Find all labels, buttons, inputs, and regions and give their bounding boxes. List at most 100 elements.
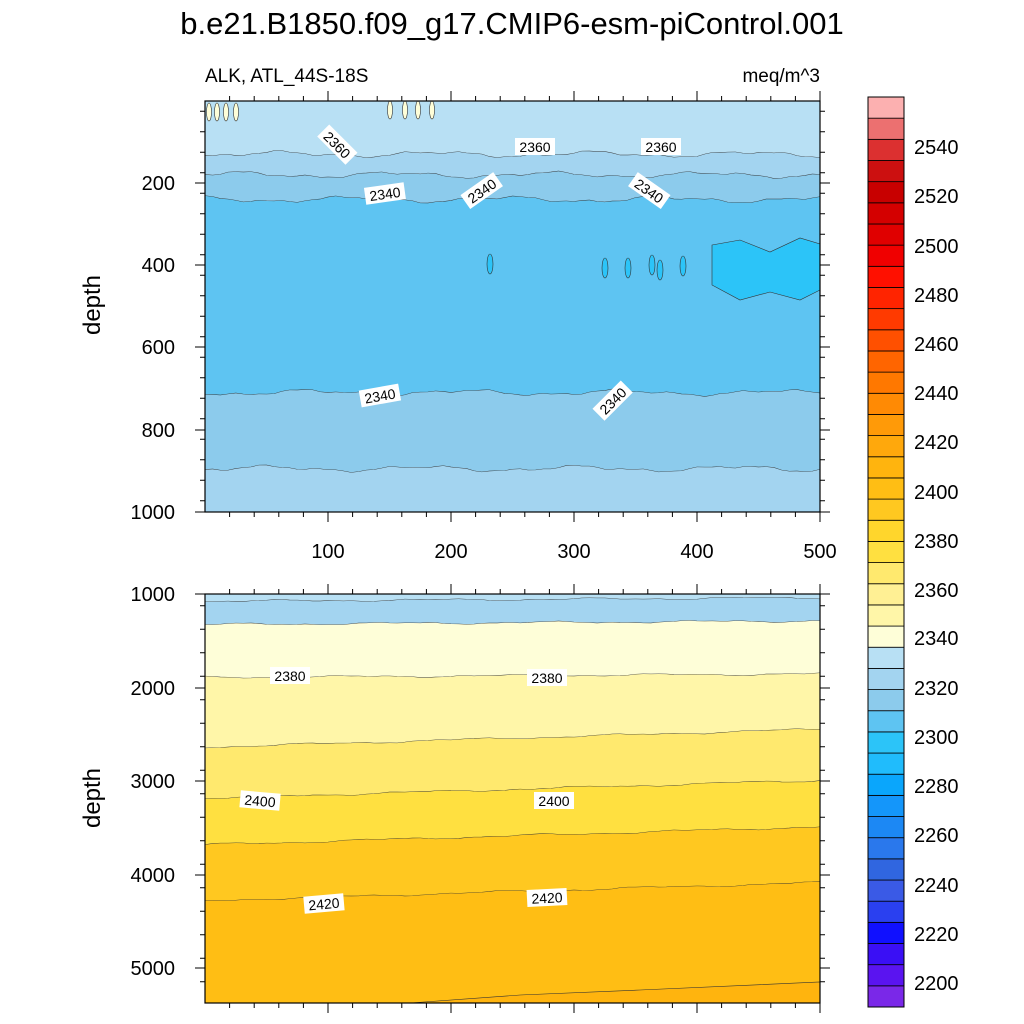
colorbar-tick-label: 2520 — [914, 186, 959, 208]
anomaly-patch — [214, 102, 220, 122]
colorbar-tick-label: 2380 — [914, 531, 959, 553]
contour-label-bg — [534, 792, 574, 809]
contour-band — [205, 389, 820, 473]
colorbar-tick-label: 2500 — [914, 236, 959, 258]
contour-label-text: 2360 — [645, 139, 676, 155]
anomaly-patch — [206, 102, 212, 122]
y-tick-label: 5000 — [131, 958, 176, 980]
colorbar-tick-label: 2420 — [914, 432, 959, 454]
contour-band — [205, 780, 820, 845]
contour-label-bg — [527, 669, 567, 686]
contour-label: 2340 — [592, 380, 633, 421]
contour-label-text: 2340 — [368, 184, 401, 204]
colorbar-swatch — [867, 689, 905, 712]
colorbar-swatch — [867, 794, 905, 817]
contour-label-bg — [460, 172, 503, 210]
anomaly-patch — [656, 259, 664, 281]
contour-label-text: 2380 — [531, 670, 562, 686]
contour-label-text: 2400 — [538, 793, 569, 809]
colorbar-swatch — [867, 985, 905, 1008]
colorbar-swatch — [867, 456, 905, 479]
colorbar-tick-label: 2280 — [914, 776, 959, 798]
anomaly-patch — [648, 254, 656, 276]
colorbar: 2200 2220 2240 2260 2280 2300 2320 2340 2360 2380… — [867, 96, 959, 1008]
x-tick-label: 300 — [557, 541, 590, 563]
colorbar-swatch — [867, 646, 905, 669]
contour-label: 2360 — [515, 138, 555, 155]
colorbar-swatch — [867, 308, 905, 331]
colorbar-swatch — [867, 710, 905, 733]
colorbar-swatch — [867, 837, 905, 860]
contour-label-bg — [526, 887, 568, 908]
colorbar-swatch — [867, 541, 905, 563]
colorbar-tick-label: 2440 — [914, 383, 959, 405]
contour-band — [205, 597, 820, 625]
colorbar-swatch — [867, 900, 905, 923]
contour-label-bg — [363, 182, 406, 205]
plot-frame — [204, 593, 821, 1004]
colorbar-swatch — [867, 202, 905, 225]
anomaly-patch — [429, 100, 435, 120]
y-axis-label: depth — [79, 275, 106, 335]
upper-panel: 100 200 300 400 500 200 400 600 800 1000 depth 2360… — [79, 91, 837, 563]
contour-label-text: 2420 — [308, 895, 341, 914]
colorbar-swatch — [867, 752, 905, 775]
colorbar-tick-label: 2320 — [914, 678, 959, 700]
colorbar-swatch — [867, 244, 905, 267]
contour-band — [205, 594, 820, 602]
contour-label: 2380 — [527, 669, 567, 686]
colorbar-swatch — [867, 498, 905, 521]
y-tick-label: 4000 — [131, 865, 176, 887]
contour-label-bg — [303, 893, 345, 914]
colorbar-swatch — [867, 604, 905, 627]
contour-band — [205, 150, 820, 179]
colorbar-swatch — [867, 773, 905, 796]
contour-label: 2420 — [526, 887, 568, 908]
anomaly-patch — [387, 100, 393, 120]
colorbar-tick-label: 2260 — [914, 825, 959, 847]
x-tick-label: 400 — [680, 541, 713, 563]
contour-band — [205, 101, 820, 158]
anomaly-patch — [601, 257, 609, 279]
contour-label: 2400 — [534, 792, 574, 809]
contour-label-text: 2420 — [531, 889, 563, 907]
x-tick-label: 100 — [311, 541, 344, 563]
colorbar-swatch — [867, 329, 905, 352]
colorbar-swatch — [867, 181, 905, 204]
plot-frame — [204, 100, 821, 513]
contour-label-text: 2360 — [519, 139, 550, 155]
contour-label-bg — [239, 790, 281, 811]
colorbar-tick-label: 2540 — [914, 137, 959, 159]
contour-label-text: 2380 — [274, 668, 305, 684]
colorbar-tick-label: 2240 — [914, 875, 959, 897]
anomaly-patch — [223, 102, 229, 122]
colorbar-tick-label: 2480 — [914, 285, 959, 307]
colorbar-swatch — [867, 96, 905, 119]
contour-band — [205, 881, 820, 1003]
contour-band — [205, 673, 820, 749]
colorbar-swatch — [867, 117, 905, 140]
contour-label-text: 2340 — [363, 385, 397, 406]
colorbar-tick-label: 2220 — [914, 924, 959, 946]
anomaly-patch — [415, 100, 421, 120]
colorbar-swatch — [867, 435, 905, 458]
colorbar-swatch — [867, 943, 905, 966]
anomaly-patch — [624, 257, 632, 279]
colorbar-swatch — [867, 350, 905, 373]
contour-label: 2340 — [363, 182, 406, 205]
contour-band — [205, 827, 820, 901]
x-tick-label: 200 — [434, 541, 467, 563]
contour-band — [205, 620, 820, 679]
contour-label: 2380 — [270, 667, 310, 684]
colorbar-swatch — [867, 921, 905, 944]
contour-label-bg — [270, 667, 310, 684]
y-tick-label: 1000 — [131, 584, 176, 606]
chart-title: b.e21.B1850.f09_g17.CMIP6-esm-piControl.… — [180, 6, 843, 41]
contour-label-bg — [592, 380, 633, 421]
anomaly-patch — [402, 100, 408, 120]
colorbar-swatch — [867, 519, 905, 542]
colorbar-swatch — [867, 583, 905, 606]
colorbar-swatch — [867, 879, 905, 902]
x-tick-label: 500 — [803, 541, 836, 563]
colorbar-swatch — [867, 477, 905, 500]
